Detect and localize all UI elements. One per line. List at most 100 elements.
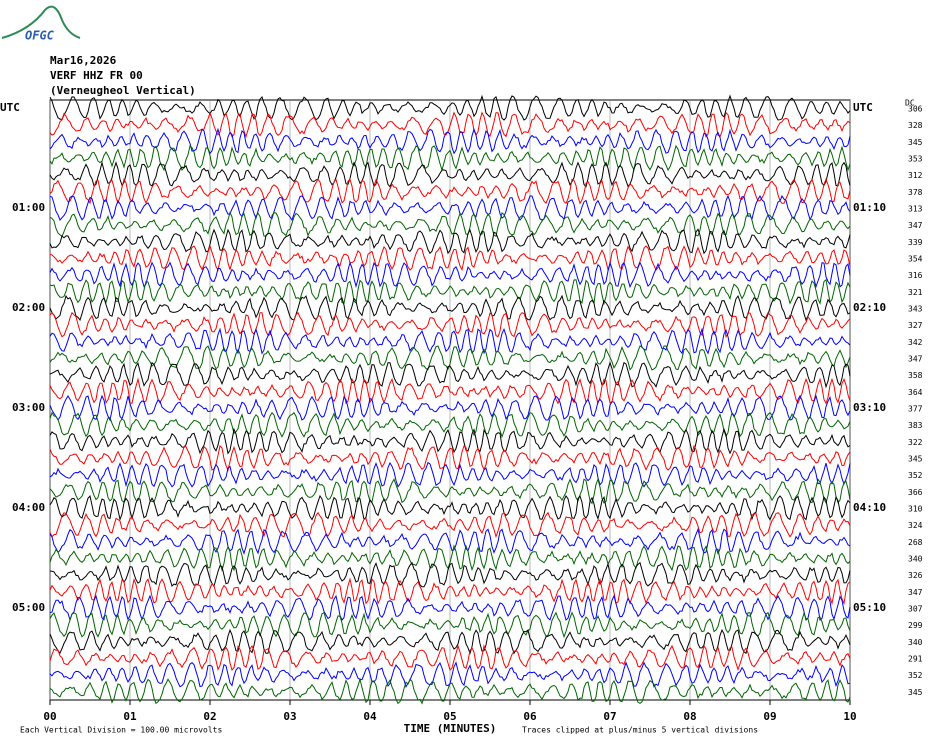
dc-value: 378 [908,188,923,197]
location: (Verneugheol Vertical) [50,84,196,97]
left-time-label: 04:00 [12,501,45,514]
dc-value: 352 [908,471,923,480]
dc-value: 340 [908,555,923,564]
right-time-label: 04:10 [853,501,886,514]
dc-value: 310 [908,505,923,514]
dc-value: 321 [908,288,923,297]
dc-value: 343 [908,305,923,314]
dc-value: 340 [908,638,923,647]
dc-value: 291 [908,655,923,664]
trace [49,127,851,155]
x-tick-label: 03 [283,710,296,723]
x-tick-label: 06 [523,710,537,723]
dc-value: 306 [908,105,923,114]
dc-value: 354 [908,255,923,264]
trace [49,411,851,439]
dc-value: 316 [908,271,923,280]
dc-value: 268 [908,538,923,547]
left-time-label: UTC [0,101,20,114]
dc-value: 366 [908,488,923,497]
x-tick-label: 01 [123,710,137,723]
dc-value: 326 [908,571,923,580]
x-tick-label: 07 [603,710,616,723]
trace [49,311,851,338]
logo-text: OFGC [25,29,55,43]
trace [49,94,851,121]
trace [49,677,851,705]
dc-value: 322 [908,438,923,447]
right-time-label: 03:10 [853,401,886,414]
x-tick-label: 00 [43,710,56,723]
trace [49,294,851,322]
dc-value: 345 [908,455,923,464]
right-time-label: 05:10 [853,601,886,614]
right-time-label: 02:10 [853,301,886,314]
dc-value: 307 [908,605,923,614]
trace [49,544,851,572]
dc-value: 345 [908,138,923,147]
dc-value: 347 [908,588,923,597]
trace [49,494,851,522]
dc-value: 324 [908,521,923,530]
right-time-label: UTC [853,101,873,114]
trace [49,461,851,488]
dc-value: 345 [908,688,923,697]
trace [49,377,851,405]
dc-value: 364 [908,388,923,397]
trace [49,444,851,472]
dc-value: 358 [908,371,923,380]
dc-value: 312 [908,171,923,180]
trace [49,561,851,588]
x-tick-label: 08 [683,710,696,723]
footer-clip: Traces clipped at plus/minus 5 vertical … [522,726,758,735]
date: Mar16,2026 [50,54,117,67]
left-time-label: 03:00 [12,401,45,414]
trace [49,228,851,255]
left-time-label: 02:00 [12,301,45,314]
trace [49,244,851,272]
right-time-label: 01:10 [853,201,886,214]
trace [49,144,851,172]
dc-value: 353 [908,155,923,164]
x-tick-label: 04 [363,710,377,723]
station: VERF HHZ FR 00 [50,69,143,82]
dc-value: 313 [908,205,923,214]
dc-value: 352 [908,671,923,680]
trace [49,177,851,205]
trace [49,211,851,238]
trace [49,611,851,639]
dc-value: 347 [908,355,923,364]
logo-mountain [1,5,81,39]
trace [49,644,851,672]
trace [49,327,851,355]
trace [49,278,851,306]
trace [49,260,851,289]
logo: OFGC [1,5,81,43]
trace [49,594,851,622]
trace [49,577,851,606]
dc-header: DC [905,99,915,108]
trace [49,394,851,422]
trace [49,477,851,505]
dc-value: 342 [908,338,923,347]
dc-value: 339 [908,238,923,247]
dc-value: 377 [908,405,923,414]
trace [49,511,851,539]
x-tick-label: 02 [203,710,216,723]
left-time-label: 01:00 [12,201,45,214]
dc-value: 383 [908,421,923,430]
trace [49,111,851,139]
trace [49,427,851,455]
x-tick-label: 09 [763,710,776,723]
dc-value: 327 [908,321,923,330]
left-time-label: 05:00 [12,601,45,614]
trace [49,345,851,371]
trace [49,194,851,222]
dc-value: 328 [908,121,923,130]
trace [49,160,851,188]
x-tick-label: 05 [443,710,456,723]
dc-value: 347 [908,221,923,230]
footer-scale: Each Vertical Division = 100.00 microvol… [20,726,222,735]
x-tick-label: 10 [843,710,856,723]
